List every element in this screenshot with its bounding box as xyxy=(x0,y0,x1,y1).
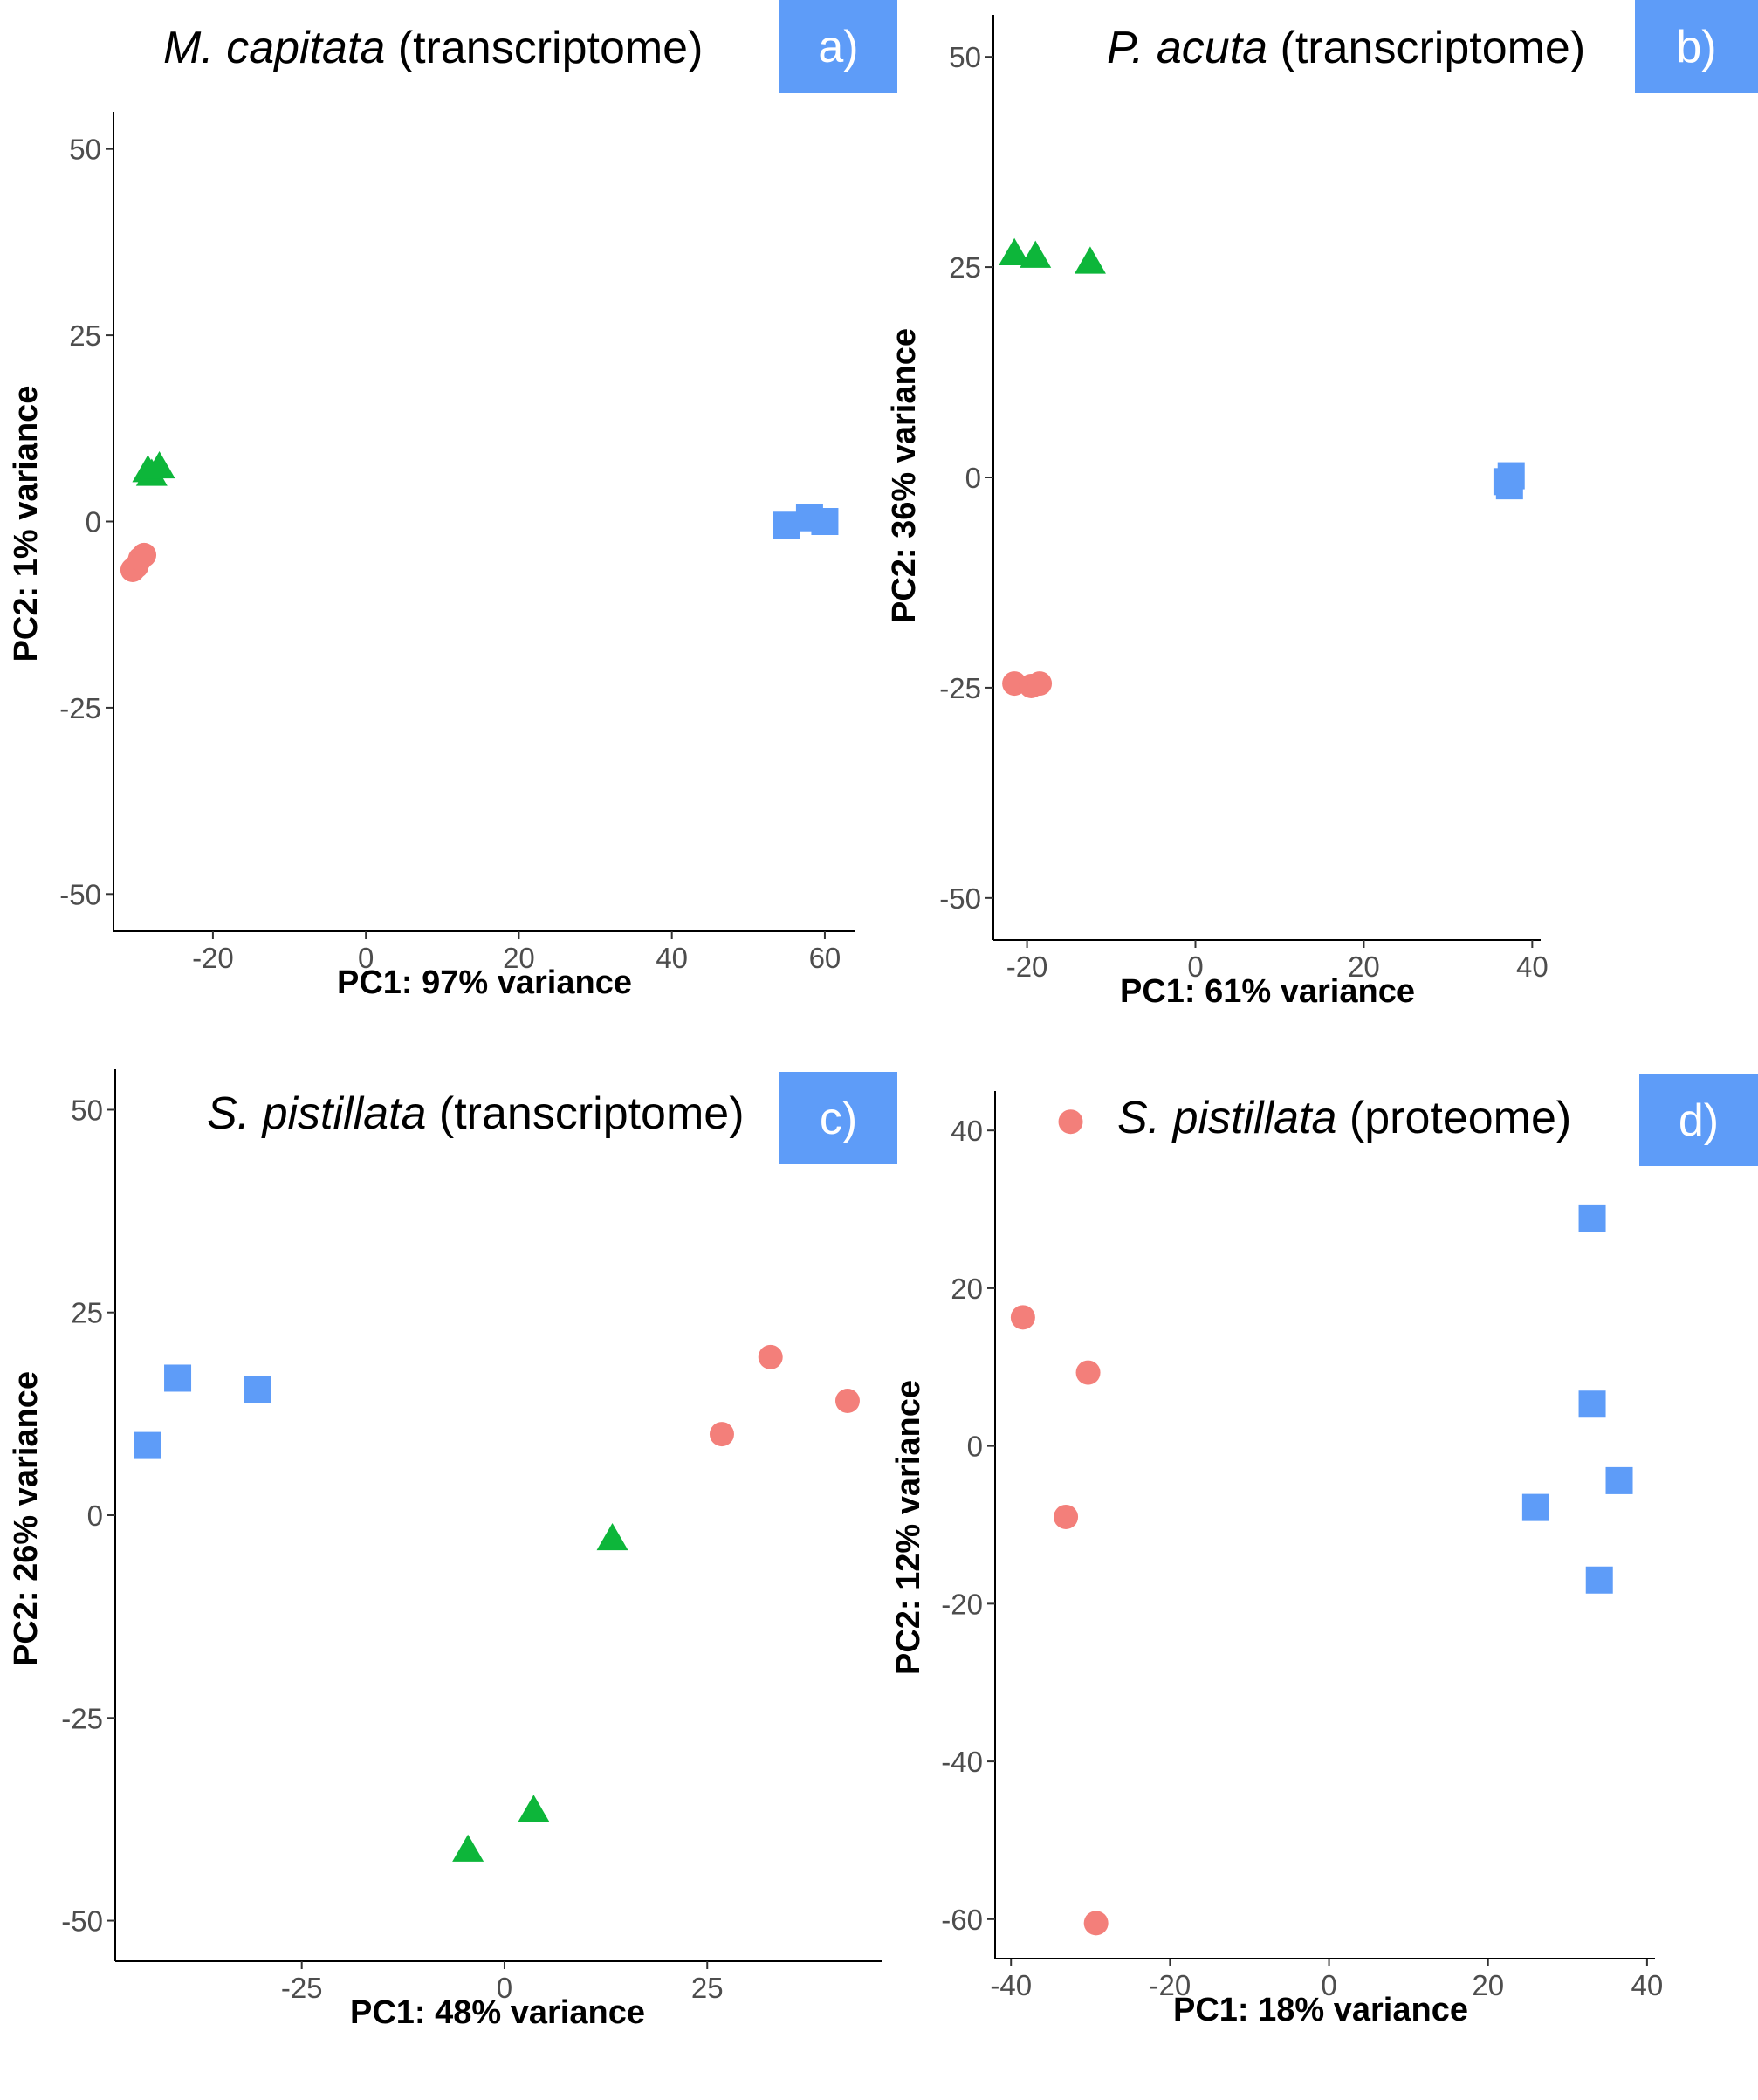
x-tick-label: 40 xyxy=(1631,1969,1664,2001)
y-tick-label: 50 xyxy=(69,134,101,166)
panel-b: -20 0 20 40 -50 -25 0 25 50 PC1: 61% variance PC2:… xyxy=(886,0,1758,1010)
data-point-circle xyxy=(709,1422,734,1447)
data-point-triangle xyxy=(596,1522,628,1551)
x-tick-label: -20 xyxy=(1006,950,1048,983)
species-name: P. acuta xyxy=(1107,23,1267,73)
panel-title: S. pistillata (transcriptome) xyxy=(207,1088,745,1139)
y-tick-label: -50 xyxy=(61,1905,103,1938)
x-axis-title: PC1: 61% variance xyxy=(1120,973,1415,1010)
data-point-square xyxy=(164,1364,192,1392)
x-tick-label: 0 xyxy=(497,1972,512,2004)
x-axis-title: PC1: 18% variance xyxy=(1173,1992,1468,2028)
panel-d: -40 -20 0 20 40 -60 -40 -20 0 20 40 PC1: 18% varian… xyxy=(890,1074,1758,2028)
y-tick-label: 0 xyxy=(87,1500,103,1532)
species-name: S. pistillata xyxy=(207,1088,426,1139)
y-tick-label: -25 xyxy=(61,1702,103,1734)
panel-badge-label: a) xyxy=(818,22,858,72)
x-axis-title: PC1: 97% variance xyxy=(337,964,632,1001)
dataset-name: (transcriptome) xyxy=(426,1088,744,1139)
data-point-square xyxy=(1585,1566,1613,1594)
panel-c: -25 0 25 -50 -25 0 25 50 PC1: 48% variance PC2: 2… xyxy=(8,1069,897,2031)
data-point-circle xyxy=(834,1388,860,1413)
panel-badge-label: d) xyxy=(1679,1095,1719,1146)
panel-a: -20 0 20 40 60 -50 -25 0 25 50 PC1: 97% variance PC… xyxy=(8,0,897,1001)
data-point-triangle xyxy=(518,1795,550,1822)
data-point-circle xyxy=(1054,1504,1079,1529)
data-point-square xyxy=(811,508,839,535)
data-point-circle xyxy=(132,542,157,567)
data-point-circle xyxy=(1027,671,1053,697)
y-axis-title: PC2: 12% variance xyxy=(890,1380,927,1675)
x-tick-label: 60 xyxy=(809,942,841,974)
y-tick-label: 40 xyxy=(951,1115,983,1147)
dataset-name: (transcriptome) xyxy=(1267,23,1585,73)
y-tick-label: -40 xyxy=(941,1746,983,1778)
y-tick-label: 0 xyxy=(967,1431,983,1463)
x-tick-label: 20 xyxy=(1472,1969,1504,2001)
data-point-square xyxy=(1495,472,1523,500)
y-tick-label: -60 xyxy=(941,1904,983,1936)
x-tick-label: -40 xyxy=(990,1969,1032,2001)
data-point-circle xyxy=(1058,1109,1083,1135)
x-tick-label: 40 xyxy=(656,942,688,974)
data-point-square xyxy=(1605,1466,1633,1494)
data-point-square xyxy=(244,1376,271,1403)
x-tick-label: -20 xyxy=(192,942,234,974)
data-point-triangle xyxy=(452,1834,484,1862)
panel-title: P. acuta (transcriptome) xyxy=(1107,23,1585,73)
x-tick-label: 0 xyxy=(358,942,374,974)
y-tick-label: 25 xyxy=(71,1297,103,1329)
x-axis-title: PC1: 48% variance xyxy=(350,1994,645,2031)
y-tick-label: -20 xyxy=(941,1588,983,1620)
y-tick-label: -25 xyxy=(939,672,981,704)
x-tick-label: 20 xyxy=(503,942,535,974)
x-tick-label: -20 xyxy=(1150,1969,1191,2001)
data-point-square xyxy=(773,511,800,539)
y-tick-label: -50 xyxy=(939,882,981,915)
dataset-name: (proteome) xyxy=(1336,1093,1571,1143)
panel-badge xyxy=(779,0,897,93)
data-point-triangle xyxy=(143,450,175,479)
y-axis-title: PC2: 1% variance xyxy=(8,386,45,662)
y-tick-label: 0 xyxy=(86,506,101,539)
x-tick-label: 0 xyxy=(1321,1969,1336,2001)
y-tick-label: 25 xyxy=(949,251,981,284)
x-tick-label: 20 xyxy=(1348,950,1380,983)
data-point-triangle xyxy=(1020,240,1052,268)
y-tick-label: 25 xyxy=(69,319,101,352)
data-point-square xyxy=(1521,1493,1549,1521)
data-point-circle xyxy=(1075,1360,1101,1385)
y-axis-title: PC2: 36% variance xyxy=(886,328,923,623)
y-tick-label: 50 xyxy=(71,1094,103,1126)
panel-title: M. capitata (transcriptome) xyxy=(163,23,703,73)
data-point-circle xyxy=(1083,1911,1109,1936)
y-tick-label: -25 xyxy=(59,692,101,724)
panel-title: S. pistillata (proteome) xyxy=(1117,1093,1571,1143)
y-tick-label: 20 xyxy=(951,1273,983,1305)
panel-badge-label: c) xyxy=(820,1094,857,1144)
y-axis-title: PC2: 26% variance xyxy=(8,1371,45,1666)
data-point-square xyxy=(1578,1390,1606,1418)
x-tick-label: 40 xyxy=(1516,950,1549,983)
data-point-triangle xyxy=(1074,246,1106,274)
panel-badge-label: b) xyxy=(1676,22,1716,72)
y-tick-label: -50 xyxy=(59,878,101,910)
data-point-triangle xyxy=(999,237,1031,265)
species-name: M. capitata xyxy=(163,23,385,73)
panel-badge xyxy=(1639,1074,1758,1166)
x-tick-label: 25 xyxy=(691,1972,724,2004)
data-point-square xyxy=(134,1431,161,1459)
panel-badge xyxy=(779,1072,897,1164)
x-tick-label: -25 xyxy=(281,1972,323,2004)
dataset-name: (transcriptome) xyxy=(385,23,703,73)
y-tick-label: 50 xyxy=(949,41,981,73)
data-point-square xyxy=(1578,1204,1606,1232)
y-tick-label: 0 xyxy=(965,462,981,494)
species-name: S. pistillata xyxy=(1117,1093,1336,1143)
x-tick-label: 0 xyxy=(1187,950,1203,983)
data-point-circle xyxy=(1010,1305,1035,1330)
data-point-circle xyxy=(758,1344,783,1369)
panel-badge xyxy=(1635,0,1758,93)
